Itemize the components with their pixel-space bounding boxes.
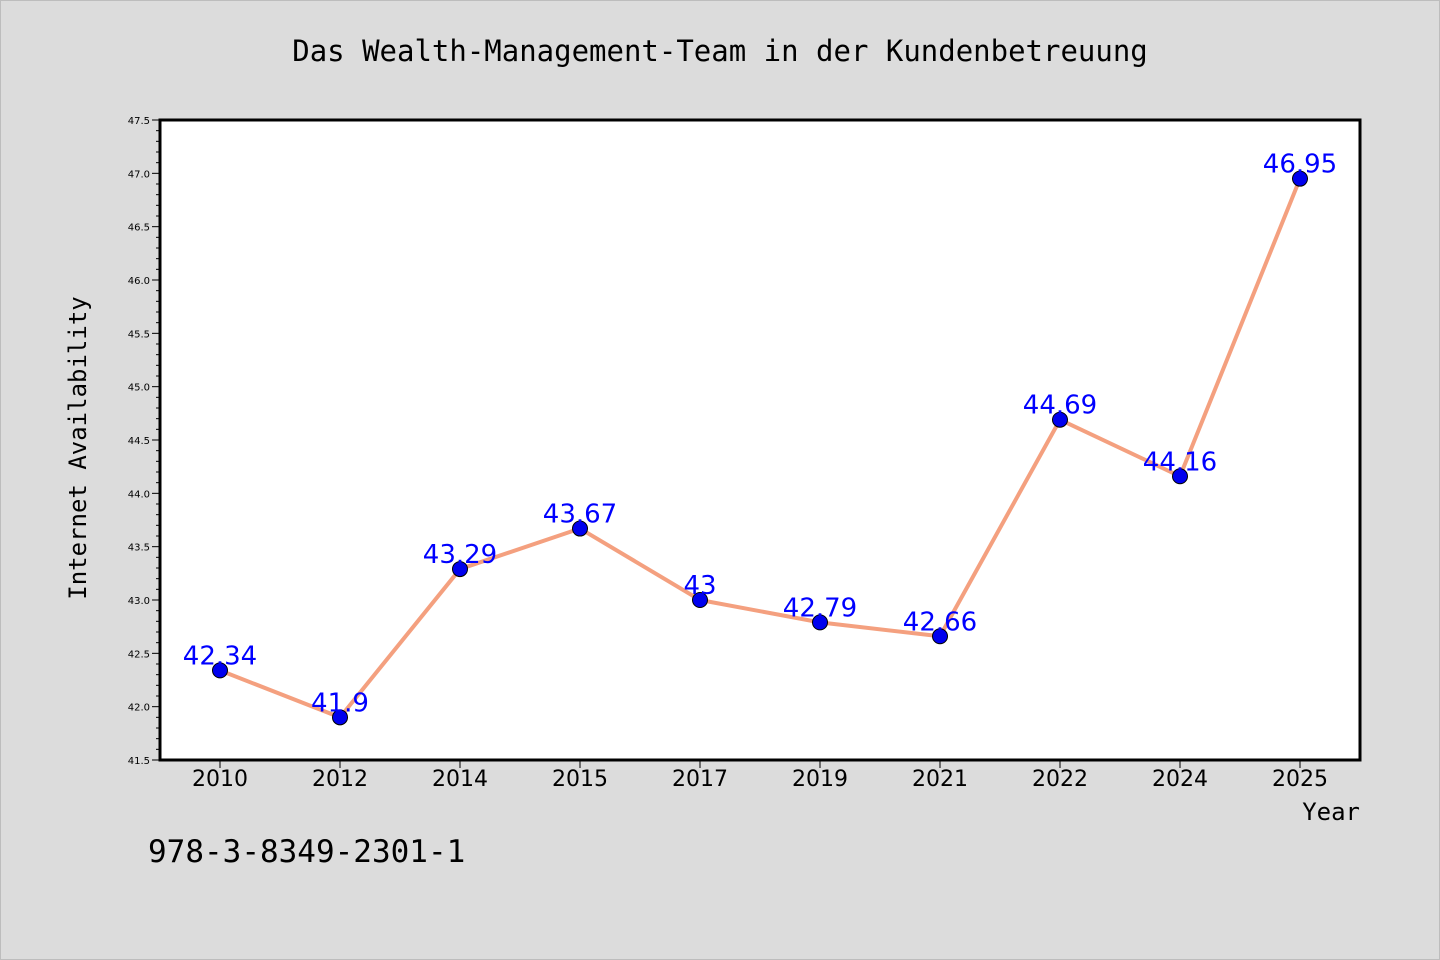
plot-area	[158, 118, 1362, 762]
y-tick-label: 41.5	[128, 756, 150, 767]
data-label: 46.95	[1263, 150, 1337, 180]
data-point	[212, 662, 228, 679]
data-label: 41.9	[311, 688, 369, 718]
x-tick-label: 2010	[192, 767, 248, 792]
data-point	[572, 520, 588, 537]
series-layer	[212, 170, 1308, 726]
y-tick-label: 42.0	[128, 703, 150, 714]
x-tick-label: 2022	[1032, 767, 1088, 792]
series-line	[219, 177, 1302, 720]
x-tick-label: 2017	[672, 767, 728, 792]
data-point	[1292, 170, 1308, 187]
x-tick-label: 2015	[552, 767, 608, 792]
y-tick-label: 42.5	[128, 649, 150, 660]
data-label: 44.16	[1143, 447, 1217, 477]
x-axis-label: Year	[1302, 798, 1360, 826]
data-label: 43.67	[543, 500, 617, 530]
y-tick-label: 43.0	[128, 596, 150, 607]
isbn-text: 978-3-8349-2301-1	[148, 834, 466, 870]
x-tick-label: 2024	[1152, 767, 1208, 792]
y-tick-label: 43.5	[128, 543, 150, 554]
x-tick-label: 2025	[1272, 767, 1328, 792]
data-point	[1052, 411, 1068, 428]
data-label-layer: 42.34 41.9 43.29 43.67 43 42.79 42.66 44.69 44.1…	[183, 150, 1337, 719]
data-point	[1172, 468, 1188, 485]
y-tick-label: 47.0	[128, 169, 150, 180]
data-label: 44.69	[1023, 391, 1097, 421]
x-tick-label: 2012	[312, 767, 368, 792]
data-label: 43.29	[423, 540, 497, 570]
x-tick-label: 2021	[912, 767, 968, 792]
data-label: 42.79	[783, 593, 857, 623]
y-tick-label: 44.5	[128, 436, 150, 447]
y-tick-label: 46.5	[128, 223, 150, 234]
data-label: 43	[683, 571, 716, 601]
y-tick-label: 44.0	[128, 489, 150, 500]
y-tick-label: 47.5	[128, 116, 150, 127]
data-point	[812, 614, 828, 631]
data-point	[932, 628, 948, 645]
data-point	[452, 561, 468, 578]
data-label: 42.66	[903, 607, 977, 637]
y-axis: 41.5 42.0 42.5 43.0 43.5 44.0 44.5 45.0 45.5 46.0…	[128, 116, 160, 767]
data-point	[692, 592, 708, 608]
y-tick-label: 45.5	[128, 329, 150, 340]
y-tick-label: 45.0	[128, 383, 150, 394]
data-point	[332, 709, 348, 726]
chart-title: Das Wealth-Management-Team in der Kunden…	[292, 34, 1148, 68]
y-tick-label: 46.0	[128, 276, 150, 287]
x-tick-label: 2014	[432, 767, 488, 792]
x-axis: 2010 2012 2014 2015 2017 2019 2021 2022 2024 2025	[192, 760, 1328, 792]
x-tick-label: 2019	[792, 767, 848, 792]
y-axis-label: Internet Availability	[64, 296, 92, 599]
data-label: 42.34	[183, 641, 257, 671]
